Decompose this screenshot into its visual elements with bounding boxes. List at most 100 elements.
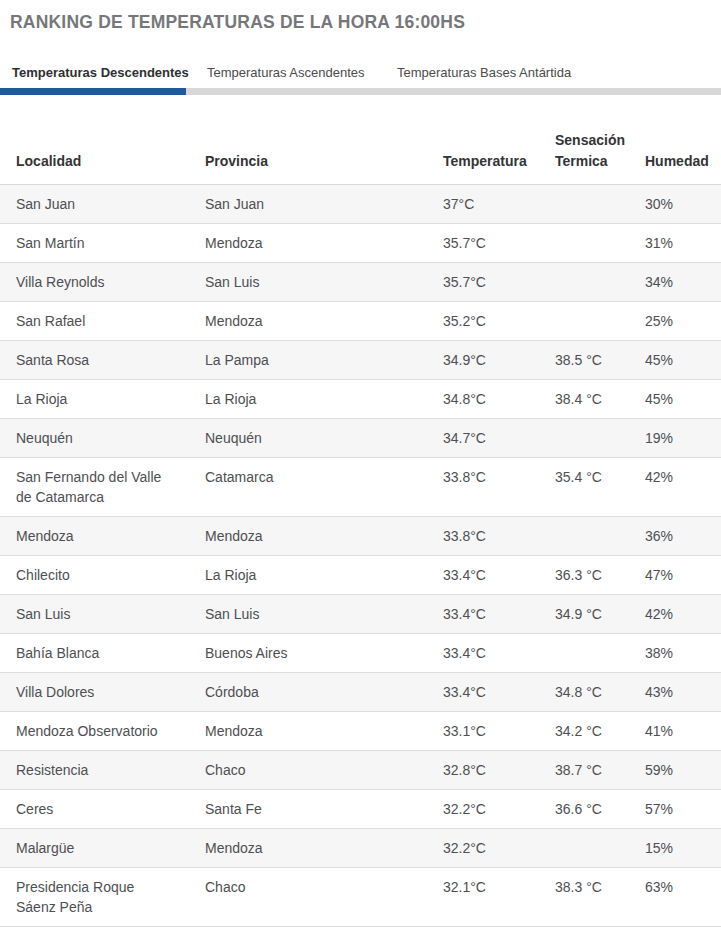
cell-provincia: Mendoza	[205, 829, 443, 867]
cell-provincia: Buenos Aires	[205, 634, 443, 672]
cell-provincia: Neuquén	[205, 419, 443, 457]
cell-provincia: Mendoza	[205, 224, 443, 262]
cell-provincia: Chaco	[205, 751, 443, 789]
cell-provincia: Córdoba	[205, 673, 443, 711]
cell-temperatura: 34.9°C	[443, 341, 555, 379]
cell-temperatura: 33.1°C	[443, 712, 555, 750]
cell-sensacion: 38.3 °C	[555, 868, 645, 926]
cell-temperatura: 34.7°C	[443, 419, 555, 457]
cell-localidad: Mendoza Observatorio	[0, 712, 205, 750]
cell-humedad: 57%	[645, 790, 721, 828]
cell-humedad: 42%	[645, 595, 721, 633]
table-row: Mendoza Mendoza 33.8°C 36%	[0, 517, 721, 556]
cell-humedad: 25%	[645, 302, 721, 340]
tab-temperaturas-bases-antartida[interactable]: Temperaturas Bases Antártida	[397, 65, 571, 80]
table-row: San Juan San Juan 37°C 30%	[0, 185, 721, 224]
cell-humedad: 19%	[645, 419, 721, 457]
cell-temperatura: 33.4°C	[443, 556, 555, 594]
cell-provincia: Catamarca	[205, 458, 443, 516]
cell-localidad: Bahía Blanca	[0, 634, 205, 672]
table-row: San Martín Mendoza 35.7°C 31%	[0, 224, 721, 263]
cell-localidad: Santa Rosa	[0, 341, 205, 379]
cell-localidad: Presidencia Roque Sáenz Peña	[0, 868, 205, 926]
cell-temperatura: 35.2°C	[443, 302, 555, 340]
cell-localidad: La Rioja	[0, 380, 205, 418]
cell-temperatura: 35.7°C	[443, 263, 555, 301]
table-row: San Rafael Mendoza 35.2°C 25%	[0, 302, 721, 341]
table-row: Resistencia Chaco 32.8°C 38.7 °C 59%	[0, 751, 721, 790]
cell-provincia: San Luis	[205, 595, 443, 633]
table-row: Presidencia Roque Sáenz Peña Chaco 32.1°…	[0, 868, 721, 927]
cell-humedad: 43%	[645, 673, 721, 711]
table-body: San Juan San Juan 37°C 30% San Martín Me…	[0, 185, 721, 927]
cell-sensacion: 38.5 °C	[555, 341, 645, 379]
table-row: Malargüe Mendoza 32.2°C 15%	[0, 829, 721, 868]
cell-temperatura: 32.2°C	[443, 790, 555, 828]
cell-localidad: Malargüe	[0, 829, 205, 867]
cell-temperatura: 32.1°C	[443, 868, 555, 926]
cell-localidad: Mendoza	[0, 517, 205, 555]
cell-sensacion: 34.2 °C	[555, 712, 645, 750]
cell-provincia: San Juan	[205, 185, 443, 223]
cell-localidad: Neuquén	[0, 419, 205, 457]
table-row: San Fernando del Valle de Catamarca Cata…	[0, 458, 721, 517]
cell-humedad: 63%	[645, 868, 721, 926]
cell-localidad: San Luis	[0, 595, 205, 633]
table-row: Villa Reynolds San Luis 35.7°C 34%	[0, 263, 721, 302]
table-row: Chilecito La Rioja 33.4°C 36.3 °C 47%	[0, 556, 721, 595]
cell-humedad: 47%	[645, 556, 721, 594]
table-row: Villa Dolores Córdoba 33.4°C 34.8 °C 43%	[0, 673, 721, 712]
cell-localidad: Villa Reynolds	[0, 263, 205, 301]
cell-humedad: 45%	[645, 380, 721, 418]
table-row: Bahía Blanca Buenos Aires 33.4°C 38%	[0, 634, 721, 673]
cell-sensacion: 34.9 °C	[555, 595, 645, 633]
cell-provincia: Mendoza	[205, 302, 443, 340]
cell-humedad: 45%	[645, 341, 721, 379]
tab-temperaturas-descendentes[interactable]: Temperaturas Descendentes	[12, 65, 189, 80]
cell-sensacion	[555, 829, 645, 867]
cell-temperatura: 34.8°C	[443, 380, 555, 418]
header-sensacion-termica: Sensación Termica	[555, 130, 645, 172]
table-row: Santa Rosa La Pampa 34.9°C 38.5 °C 45%	[0, 341, 721, 380]
cell-temperatura: 35.7°C	[443, 224, 555, 262]
cell-localidad: Villa Dolores	[0, 673, 205, 711]
cell-sensacion: 34.8 °C	[555, 673, 645, 711]
tab-bar-container: Temperaturas Descendentes Temperaturas A…	[0, 0, 721, 95]
cell-sensacion: 35.4 °C	[555, 458, 645, 516]
cell-provincia: La Rioja	[205, 556, 443, 594]
tab-temperaturas-ascendentes[interactable]: Temperaturas Ascendentes	[207, 65, 365, 80]
cell-provincia: La Pampa	[205, 341, 443, 379]
cell-temperatura: 33.4°C	[443, 595, 555, 633]
cell-localidad: Resistencia	[0, 751, 205, 789]
cell-humedad: 42%	[645, 458, 721, 516]
cell-humedad: 41%	[645, 712, 721, 750]
cell-sensacion: 38.4 °C	[555, 380, 645, 418]
cell-localidad: San Martín	[0, 224, 205, 262]
cell-sensacion: 36.6 °C	[555, 790, 645, 828]
cell-temperatura: 33.4°C	[443, 673, 555, 711]
cell-temperatura: 33.8°C	[443, 458, 555, 516]
table-row: Neuquén Neuquén 34.7°C 19%	[0, 419, 721, 458]
cell-localidad: San Fernando del Valle de Catamarca	[0, 458, 205, 516]
cell-provincia: Mendoza	[205, 712, 443, 750]
table-row: Ceres Santa Fe 32.2°C 36.6 °C 57%	[0, 790, 721, 829]
cell-temperatura: 37°C	[443, 185, 555, 223]
cell-temperatura: 33.8°C	[443, 517, 555, 555]
cell-provincia: Chaco	[205, 868, 443, 926]
cell-humedad: 30%	[645, 185, 721, 223]
cell-sensacion	[555, 302, 645, 340]
header-humedad: Humedad	[645, 151, 721, 172]
cell-provincia: Mendoza	[205, 517, 443, 555]
temperature-ranking-table: Localidad Provincia Temperatura Sensació…	[0, 105, 721, 927]
cell-sensacion	[555, 517, 645, 555]
cell-localidad: San Rafael	[0, 302, 205, 340]
cell-provincia: San Luis	[205, 263, 443, 301]
cell-humedad: 15%	[645, 829, 721, 867]
cell-provincia: Santa Fe	[205, 790, 443, 828]
cell-localidad: Ceres	[0, 790, 205, 828]
table-row: Mendoza Observatorio Mendoza 33.1°C 34.2…	[0, 712, 721, 751]
cell-sensacion	[555, 263, 645, 301]
cell-provincia: La Rioja	[205, 380, 443, 418]
cell-sensacion	[555, 419, 645, 457]
cell-localidad: San Juan	[0, 185, 205, 223]
